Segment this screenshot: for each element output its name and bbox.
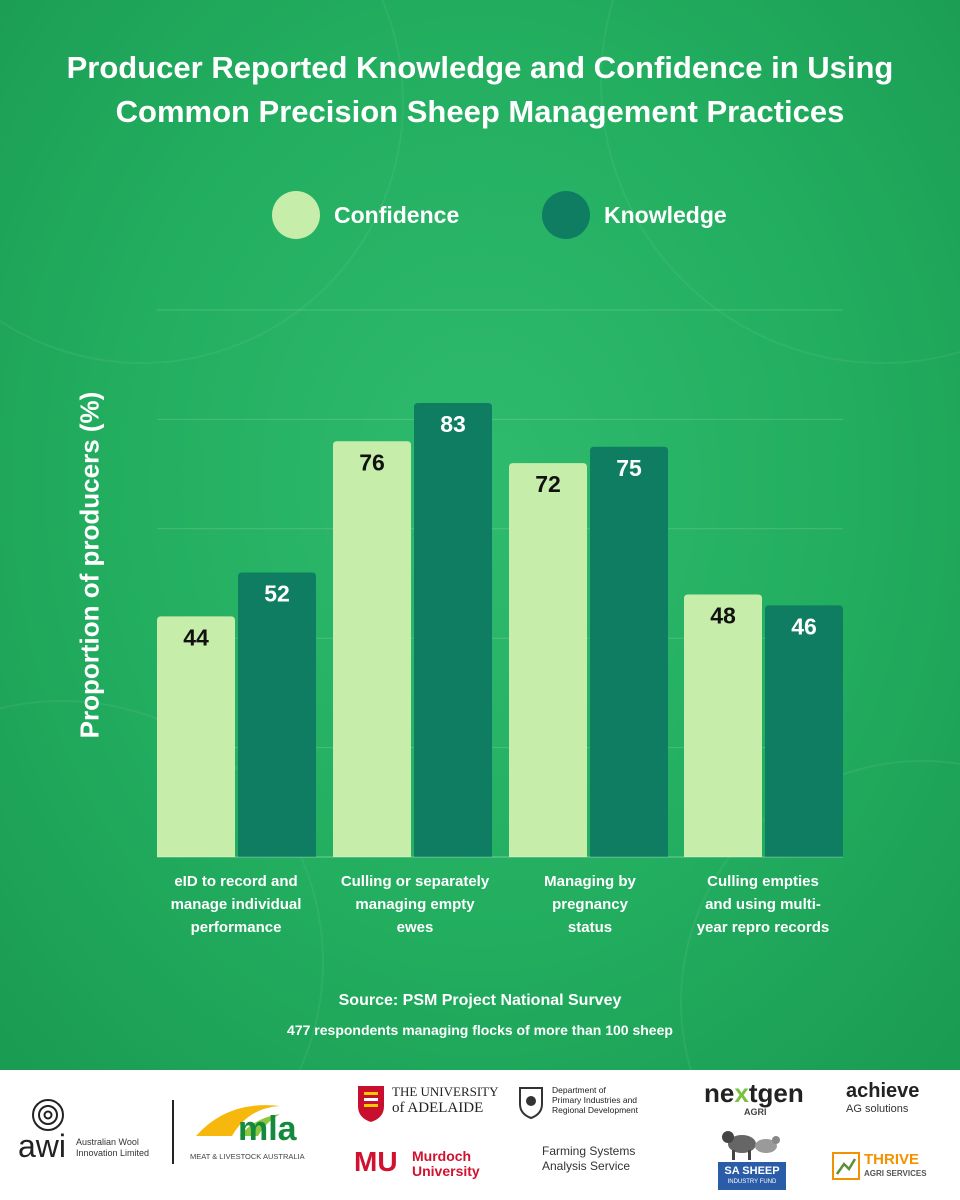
x-tick-label-line: Managing by [544,873,636,890]
achieve-tagline: AG solutions [846,1103,909,1115]
data-label: 75 [616,455,642,481]
sasheep-name-line: INDUSTRY FUND [727,1179,777,1185]
chart-title-line-1: Producer Reported Knowledge and Confiden… [66,50,894,85]
data-label: 44 [183,624,209,650]
bar-knowledge [238,572,316,857]
adelaide-logo: THE UNIVERSITY of ADELAIDE [356,1082,499,1134]
awi-logo: awi Australian Wool Innovation Limited [18,1098,168,1168]
infographic-background: Producer Reported Knowledge and Confiden… [0,0,960,1070]
mla-logo: mla MEAT & LIVESTOCK AUSTRALIA [188,1096,328,1176]
nextgen-logo: nextgen AGRI [704,1078,804,1128]
legend-label-confidence: Confidence [334,201,460,228]
x-tick-label-line: status [567,919,613,936]
bar-knowledge [414,402,492,857]
x-tick-label-line: ewes [396,919,434,936]
x-tick-label-3: Managing by pregnancy status [505,870,675,939]
nextgen-wordmark-part: x [734,1078,749,1108]
fsas-logo: Farming Systems Analysis Service [542,1144,672,1178]
x-tick-label-4: Culling empties and using multi- year re… [678,870,848,939]
data-label: 46 [791,613,817,639]
nextgen-wordmark-part: ne [704,1078,735,1108]
awi-name-line: Australian Wool [76,1137,139,1147]
bar-knowledge [765,605,843,857]
legend-item-knowledge: Knowledge [542,190,727,240]
x-tick-label-line: pregnancy [552,896,628,913]
mla-wordmark: mla [238,1110,297,1148]
thrive-logo: THRIVE AGRI SERVICES [832,1152,942,1184]
thrive-wordmark: THRIVE [864,1151,920,1168]
bar-confidence [333,441,411,857]
logo-divider [172,1100,174,1164]
data-label: 83 [440,411,466,437]
legend-swatch-knowledge [542,191,590,239]
awi-name-line: Innovation Limited [76,1148,150,1158]
x-tick-label-line: Culling or separately [340,873,490,890]
thrive-icon [832,1152,860,1180]
x-tick-label-2: Culling or separately managing empty ewe… [330,870,500,939]
adelaide-name-line: of ADELAIDE [392,1100,484,1116]
dpird-name-line: Regional Development [552,1105,638,1115]
data-label: 76 [359,449,385,475]
chart-title-line-2: Common Precision Sheep Management Practi… [115,94,845,129]
data-label: 72 [535,471,561,497]
bar-chart: 44 76 72 48 52 83 75 46 [157,402,843,857]
x-tick-label-line: managing empty [355,896,475,913]
nextgen-tagline: AGRI [744,1107,767,1117]
respondents-note: 477 respondents managing flocks of more … [287,1022,673,1038]
bar-confidence [684,594,762,857]
fsas-name-line: Analysis Service [542,1159,631,1173]
adelaide-crest-icon [358,1086,384,1122]
achieve-wordmark: achieve [846,1080,920,1102]
murdoch-name: Murdoch University [412,1149,480,1179]
x-tick-label-line: performance [190,919,282,936]
nextgen-wordmark-part: tgen [748,1078,804,1108]
wa-crest-icon [519,1087,543,1120]
mla-tagline: MEAT & LIVESTOCK AUSTRALIA [190,1152,305,1161]
source-caption: Source: PSM Project National Survey [338,992,622,1009]
adelaide-name-line: THE UNIVERSITY [392,1084,499,1099]
awi-name: Australian Wool Innovation Limited [76,1137,149,1159]
legend-item-confidence: Confidence [272,190,459,240]
partner-logos-strip: awi Australian Wool Innovation Limited m… [0,1070,960,1200]
dpird-name-line: Primary Industries and [552,1095,638,1105]
murdoch-logo: MU Murdoch University [354,1146,504,1186]
thrive-tagline: AGRI SERVICES [864,1169,927,1178]
fsas-name-line: Farming Systems [542,1144,636,1158]
legend-swatch-confidence [272,191,320,239]
sasheep-logo: SA SHEEP INDUSTRY FUND [718,1128,788,1190]
chart-title: Producer Reported Knowledge and Confiden… [20,46,940,134]
nextgen-wordmark: nextgen [704,1078,804,1109]
achieve-logo: achieve AG solutions [846,1080,946,1124]
data-label: 52 [264,581,290,607]
awi-swirl-icon [32,1099,64,1131]
bar-confidence [157,616,235,857]
awi-wordmark: awi [18,1128,67,1164]
dpird-name: Department of Primary Industries and Reg… [552,1085,638,1115]
bar-confidence [509,463,587,857]
murdoch-mark: MU [354,1146,398,1177]
sheep-icon [722,1131,780,1160]
x-tick-label-line: year repro records [696,919,830,936]
x-tick-label-line: manage individual [170,896,302,913]
x-tick-label-line: and using multi- [705,896,821,913]
mla-sun-icon [196,1105,280,1136]
sasheep-badge: SA SHEEP INDUSTRY FUND [718,1162,786,1190]
dpird-logo: Department of Primary Industries and Reg… [516,1082,666,1132]
x-tick-label-line: eID to record and [174,873,298,890]
murdoch-name-line: University [412,1163,480,1179]
adelaide-name: THE UNIVERSITY of ADELAIDE [392,1084,499,1116]
bar-knowledge [590,446,668,857]
legend-label-knowledge: Knowledge [604,201,727,228]
x-tick-label-1: eID to record and manage individual perf… [151,870,321,939]
murdoch-name-line: Murdoch [412,1148,472,1164]
data-label: 48 [710,602,736,628]
x-tick-label-line: Culling empties [707,873,819,890]
dpird-name-line: Department of [552,1085,606,1095]
sasheep-name-line: SA SHEEP [724,1165,780,1177]
